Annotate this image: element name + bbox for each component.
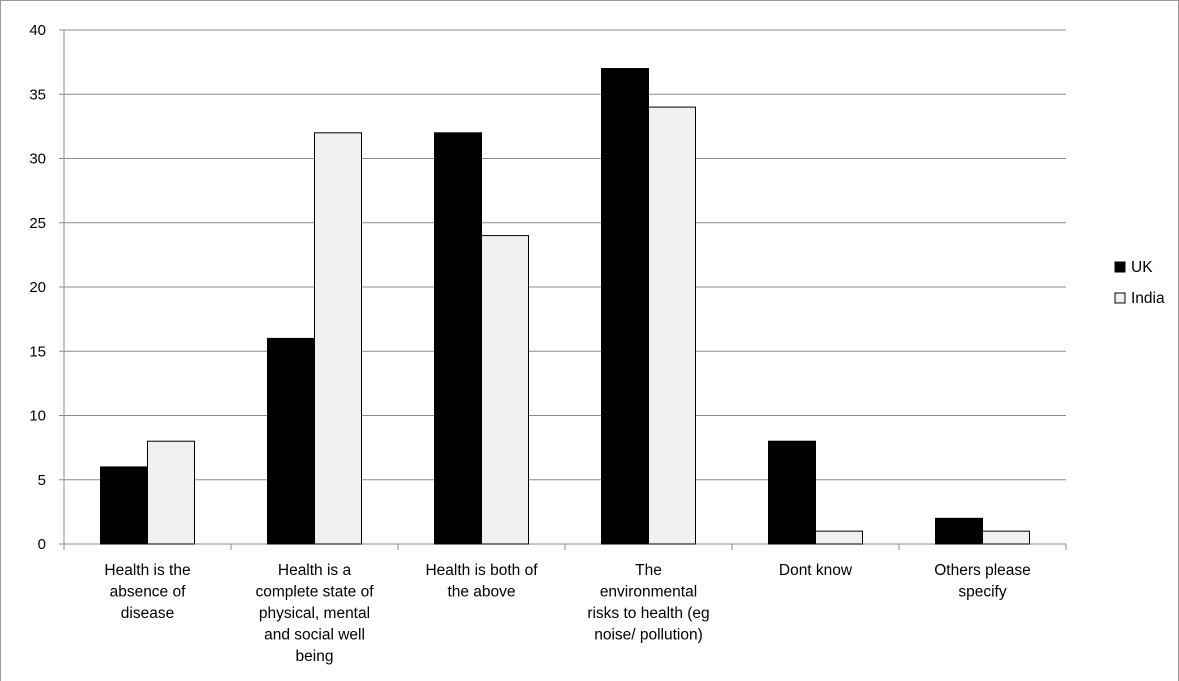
category-label: Health is a complete state of physical, me… (255, 562, 374, 665)
category-label: Health is the absence of disease (104, 562, 190, 622)
bar-uk-5 (935, 517, 983, 545)
bar-uk-1 (267, 337, 315, 545)
bar-uk-3 (601, 68, 649, 545)
bar-uk-2 (434, 132, 482, 545)
y-tick-label: 25 (29, 215, 46, 232)
bar-india-2 (481, 235, 529, 545)
y-tick-label: 40 (29, 22, 46, 39)
gridlines (64, 29, 1066, 481)
y-tick-label: 15 (29, 343, 46, 360)
category-label: Dont know (779, 562, 853, 579)
category-label: Others please specify (934, 562, 1031, 601)
legend-swatch-india (1114, 292, 1126, 304)
bar-india-1 (314, 132, 362, 545)
category-labels: Health is the absence of disease Health is … (104, 562, 1030, 665)
category-label: Health is both of the above (425, 562, 538, 601)
bar-india-3 (648, 106, 696, 545)
legend: UK India (1114, 259, 1165, 307)
axes: 0 5 10 15 20 25 30 35 40 (29, 22, 1067, 553)
y-tick-label: 0 (38, 536, 46, 553)
y-tick-label: 30 (29, 151, 46, 168)
bar-uk-0 (100, 466, 148, 545)
y-tick-label: 20 (29, 279, 46, 296)
bar-india-0 (147, 440, 195, 545)
category-label: The environmental risks to health (eg noise… (587, 562, 709, 644)
y-tick-label: 10 (29, 408, 46, 425)
legend-label-uk: UK (1131, 259, 1153, 276)
bar-uk-4 (768, 440, 816, 545)
bars (100, 68, 1030, 545)
y-tick-label: 35 (29, 86, 46, 103)
legend-label-india: India (1131, 290, 1165, 307)
bar-india-5 (982, 530, 1030, 545)
y-tick-label: 5 (38, 472, 46, 489)
legend-swatch-uk (1114, 261, 1126, 273)
bar-india-4 (815, 530, 863, 545)
